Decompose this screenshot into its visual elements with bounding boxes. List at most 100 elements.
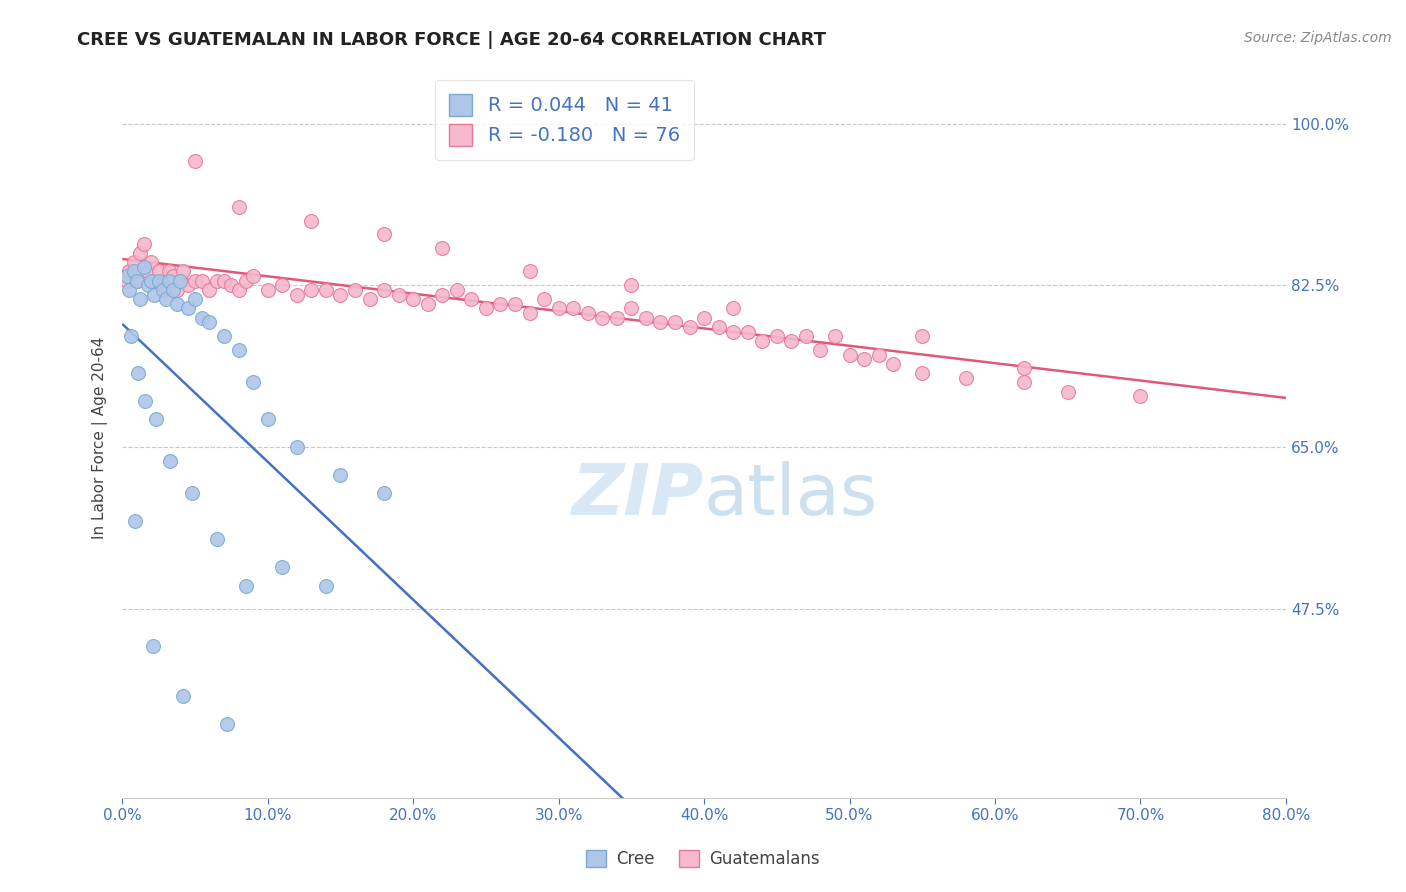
Point: [547, 301, 569, 316]
Point: [125, 274, 148, 288]
Point: [228, 200, 250, 214]
Point: [132, 236, 155, 251]
Point: [780, 334, 803, 348]
Text: Source: ZipAtlas.com: Source: ZipAtlas.com: [1244, 31, 1392, 45]
Point: [166, 297, 188, 311]
Point: [838, 348, 860, 362]
Point: [184, 153, 207, 168]
Point: [205, 274, 228, 288]
Point: [299, 213, 322, 227]
Point: [1056, 384, 1078, 399]
Point: [475, 301, 498, 316]
Point: [591, 310, 613, 325]
Point: [159, 454, 181, 468]
Point: [285, 287, 308, 301]
Point: [228, 343, 250, 357]
Point: [176, 278, 198, 293]
Point: [242, 268, 264, 283]
Point: [388, 287, 411, 301]
Point: [432, 241, 454, 255]
Point: [620, 301, 643, 316]
Point: [271, 560, 294, 574]
Point: [707, 319, 730, 334]
Point: [489, 297, 512, 311]
Text: CREE VS GUATEMALAN IN LABOR FORCE | AGE 20-64 CORRELATION CHART: CREE VS GUATEMALAN IN LABOR FORCE | AGE …: [77, 31, 827, 49]
Point: [664, 315, 686, 329]
Point: [118, 264, 141, 278]
Point: [1012, 361, 1035, 376]
Point: [115, 268, 138, 283]
Point: [145, 412, 167, 426]
Point: [810, 343, 832, 357]
Point: [221, 278, 243, 293]
Point: [882, 357, 904, 371]
Point: [152, 278, 174, 293]
Point: [228, 283, 250, 297]
Point: [143, 274, 166, 288]
Point: [678, 319, 700, 334]
Point: [148, 264, 170, 278]
Point: [256, 412, 278, 426]
Point: [157, 274, 180, 288]
Point: [373, 486, 395, 500]
Point: [128, 246, 150, 260]
Point: [155, 292, 177, 306]
Point: [138, 264, 160, 278]
Point: [737, 325, 759, 339]
Point: [955, 370, 977, 384]
Point: [172, 264, 194, 278]
Point: [373, 283, 395, 297]
Text: ZIP: ZIP: [572, 461, 704, 530]
Point: [1012, 376, 1035, 390]
Y-axis label: In Labor Force | Age 20-64: In Labor Force | Age 20-64: [93, 336, 108, 539]
Point: [212, 329, 235, 343]
Point: [125, 274, 148, 288]
Point: [446, 283, 468, 297]
Point: [911, 329, 934, 343]
Point: [142, 639, 165, 653]
Text: atlas: atlas: [704, 461, 879, 530]
Point: [911, 366, 934, 380]
Point: [519, 306, 541, 320]
Point: [402, 292, 425, 306]
Point: [169, 274, 191, 288]
Point: [128, 292, 150, 306]
Point: [157, 264, 180, 278]
Point: [868, 348, 890, 362]
Point: [853, 352, 876, 367]
Point: [120, 329, 142, 343]
Point: [127, 366, 149, 380]
Point: [141, 274, 163, 288]
Point: [176, 301, 198, 316]
Point: [650, 315, 672, 329]
Point: [212, 274, 235, 288]
Point: [118, 283, 141, 297]
Point: [134, 393, 156, 408]
Point: [205, 533, 228, 547]
Legend: R = 0.044   N = 41, R = -0.180   N = 76: R = 0.044 N = 41, R = -0.180 N = 76: [436, 80, 693, 160]
Point: [432, 287, 454, 301]
Point: [138, 278, 160, 293]
Point: [155, 274, 177, 288]
Point: [124, 514, 146, 528]
Point: [359, 292, 381, 306]
Point: [576, 306, 599, 320]
Point: [162, 268, 184, 283]
Point: [824, 329, 846, 343]
Point: [1129, 389, 1152, 403]
Point: [794, 329, 817, 343]
Point: [132, 260, 155, 274]
Point: [184, 274, 207, 288]
Point: [343, 283, 366, 297]
Point: [766, 329, 789, 343]
Point: [122, 264, 145, 278]
Point: [242, 376, 264, 390]
Point: [191, 310, 214, 325]
Point: [519, 264, 541, 278]
Point: [162, 283, 184, 297]
Point: [172, 690, 194, 704]
Point: [721, 301, 744, 316]
Point: [606, 310, 628, 325]
Point: [315, 283, 337, 297]
Point: [115, 274, 138, 288]
